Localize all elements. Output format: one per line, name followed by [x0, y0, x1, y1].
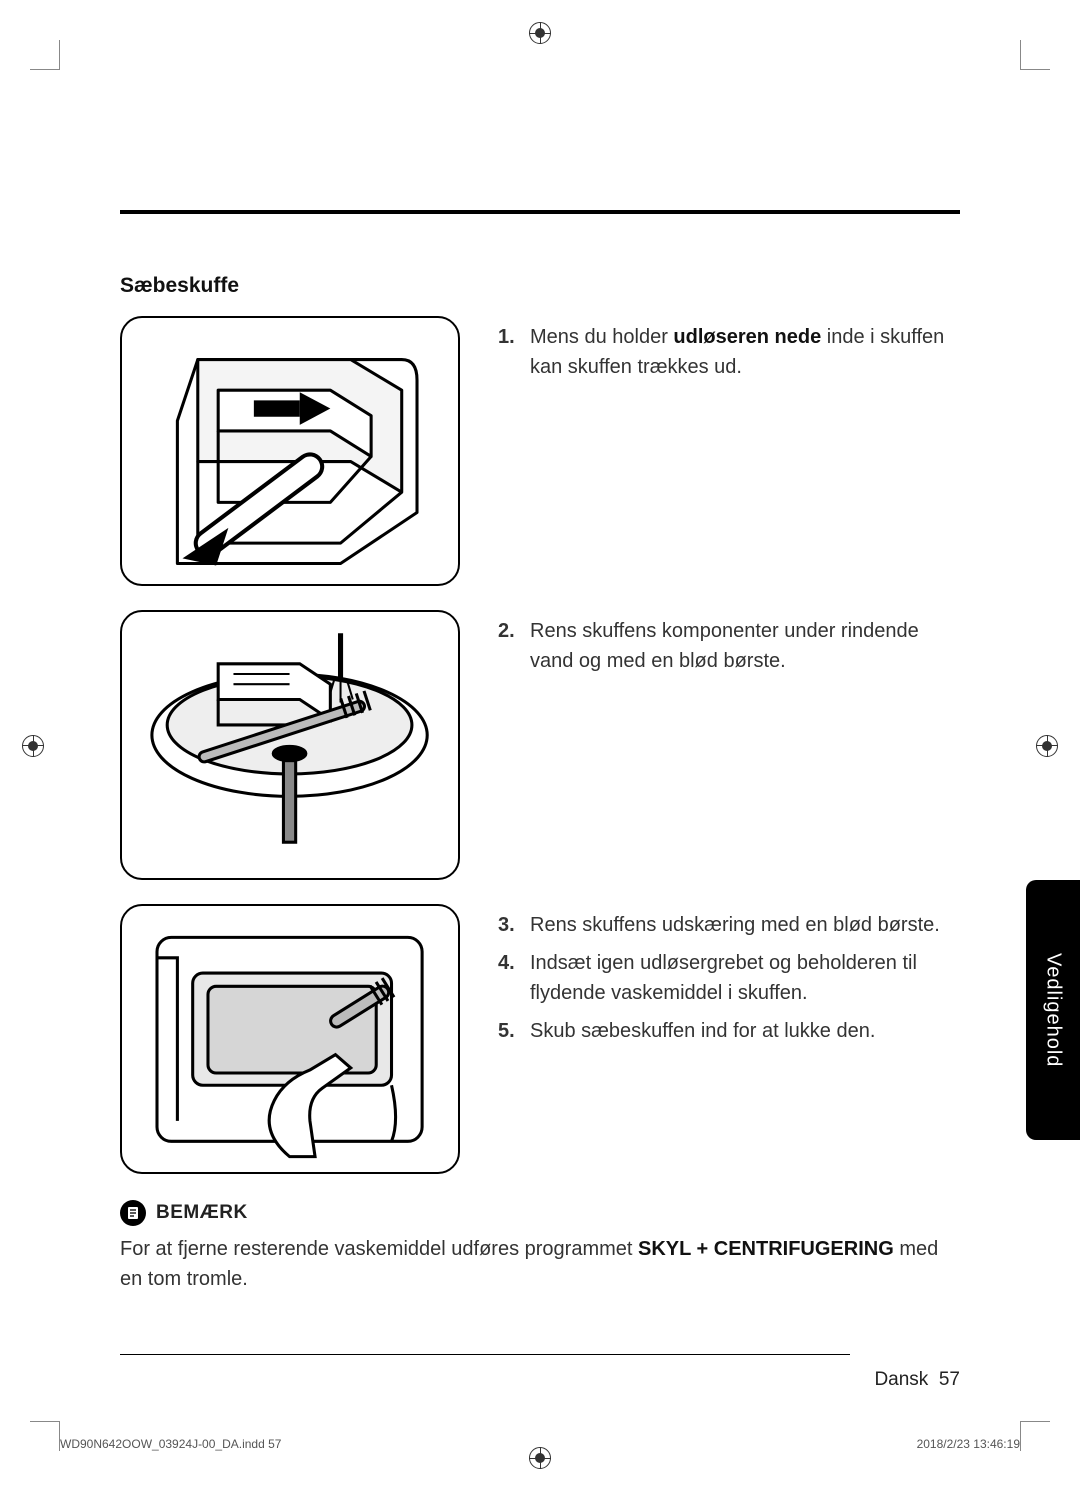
- step-text: Rens skuffens komponenter under rindende…: [530, 616, 960, 676]
- crop-mark: [1020, 1421, 1050, 1451]
- registration-mark-icon: [22, 735, 44, 757]
- page-content: Sæbeskuffe 1.: [120, 100, 960, 1391]
- note-text: For at fjerne resterende vaskemiddel udf…: [120, 1234, 960, 1294]
- step-item: 2. Rens skuffens komponenter under rinde…: [498, 616, 960, 676]
- step-item: 1. Mens du holder udløseren nede inde i …: [498, 322, 960, 382]
- step-instructions: 2. Rens skuffens komponenter under rinde…: [498, 610, 960, 684]
- step-number: 1.: [498, 322, 520, 382]
- step-item: 5. Skub sæbeskuffen ind for at lukke den…: [498, 1016, 960, 1046]
- illustration-drawer-pull: [120, 316, 460, 586]
- step-number: 2.: [498, 616, 520, 676]
- step-row: 3. Rens skuffens udskæring med en blød b…: [120, 904, 960, 1174]
- registration-mark-icon: [529, 22, 551, 44]
- step-text: Skub sæbeskuffen ind for at lukke den.: [530, 1016, 875, 1046]
- crop-mark: [1020, 40, 1050, 70]
- recess-brush-illustration-icon: [135, 917, 444, 1162]
- step-number: 4.: [498, 948, 520, 1008]
- step-row: 2. Rens skuffens komponenter under rinde…: [120, 610, 960, 880]
- step-item: 4. Indsæt igen udløsergrebet og beholder…: [498, 948, 960, 1008]
- page-footer: Dansk 57: [120, 1354, 960, 1391]
- step-row: 1. Mens du holder udløseren nede inde i …: [120, 316, 960, 586]
- side-tab-label: Vedligehold: [1042, 953, 1065, 1067]
- print-footer: WD90N642OOW_03924J-00_DA.indd 57 2018/2/…: [60, 1437, 1020, 1451]
- illustration-clean-recess: [120, 904, 460, 1174]
- step-instructions: 3. Rens skuffens udskæring med en blød b…: [498, 904, 960, 1054]
- step-item: 3. Rens skuffens udskæring med en blød b…: [498, 910, 960, 940]
- note-title: BEMÆRK: [156, 1202, 248, 1224]
- crop-mark: [30, 40, 60, 70]
- illustration-wash-sink: [120, 610, 460, 880]
- sink-brush-illustration-icon: [135, 623, 444, 868]
- section-title: Sæbeskuffe: [120, 274, 960, 298]
- header-rule: [120, 210, 960, 214]
- drawer-illustration-icon: [135, 329, 444, 574]
- print-timestamp: 2018/2/23 13:46:19: [917, 1437, 1020, 1451]
- note-icon: [120, 1200, 146, 1226]
- step-number: 5.: [498, 1016, 520, 1046]
- step-instructions: 1. Mens du holder udløseren nede inde i …: [498, 316, 960, 390]
- side-tab: Vedligehold: [1026, 880, 1080, 1140]
- crop-mark: [30, 1421, 60, 1451]
- note-block: BEMÆRK For at fjerne resterende vaskemid…: [120, 1200, 960, 1294]
- step-text: Rens skuffens udskæring med en blød børs…: [530, 910, 940, 940]
- registration-mark-icon: [1036, 735, 1058, 757]
- step-number: 3.: [498, 910, 520, 940]
- print-file-label: WD90N642OOW_03924J-00_DA.indd 57: [60, 1437, 281, 1451]
- step-text: Indsæt igen udløsergrebet og beholderen …: [530, 948, 960, 1008]
- step-text: Mens du holder udløseren nede inde i sku…: [530, 322, 960, 382]
- note-header: BEMÆRK: [120, 1200, 960, 1226]
- footer-text: Dansk 57: [120, 1355, 960, 1391]
